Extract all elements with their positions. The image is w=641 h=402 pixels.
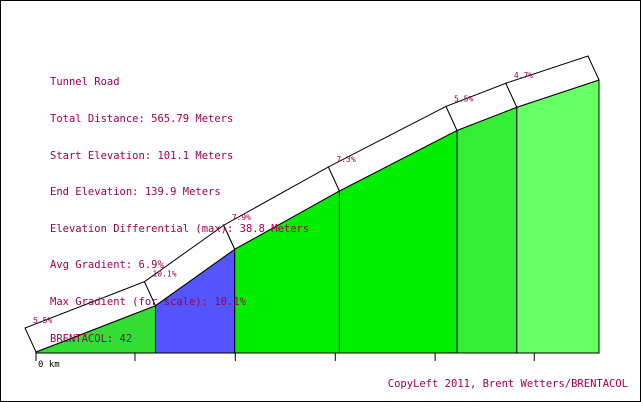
max-gradient: Max Gradient (for scale): 10.1% — [50, 295, 246, 308]
gradient-label-5: 5.5% — [454, 94, 473, 103]
gradient-label-4: 7.3% — [336, 155, 355, 164]
segment-fill-5 — [456, 106, 518, 354]
segment-band-6 — [505, 55, 600, 108]
gradient-label-2: 10.1% — [152, 270, 176, 279]
gradient-label-6: 4.7% — [514, 71, 533, 80]
avg-gradient: Avg Gradient: 6.9% — [50, 259, 164, 272]
elevation-differential: Elevation Differential (max): 38.8 Meter… — [50, 222, 310, 235]
segment-fill-6 — [516, 79, 600, 354]
gradient-label-3: 7.9% — [232, 213, 251, 222]
end-elevation: End Elevation: 139.9 Meters — [50, 186, 221, 199]
gradient-label-1: 5.5% — [33, 316, 52, 325]
start-elevation: Start Elevation: 101.1 Meters — [50, 149, 234, 162]
total-distance: Total Distance: 565.79 Meters — [50, 113, 234, 125]
copyright: CopyLeft 2011, Brent Wetters/BRENTACOL — [387, 378, 628, 390]
brentacol-score: BRENTACOL: 42 — [50, 332, 133, 345]
ride-info-block: Tunnel Road Total Distance: 565.79 Meter… — [50, 52, 309, 369]
x-tick-label-1: 0 km — [38, 360, 60, 370]
road-name: Tunnel Road — [50, 76, 120, 89]
